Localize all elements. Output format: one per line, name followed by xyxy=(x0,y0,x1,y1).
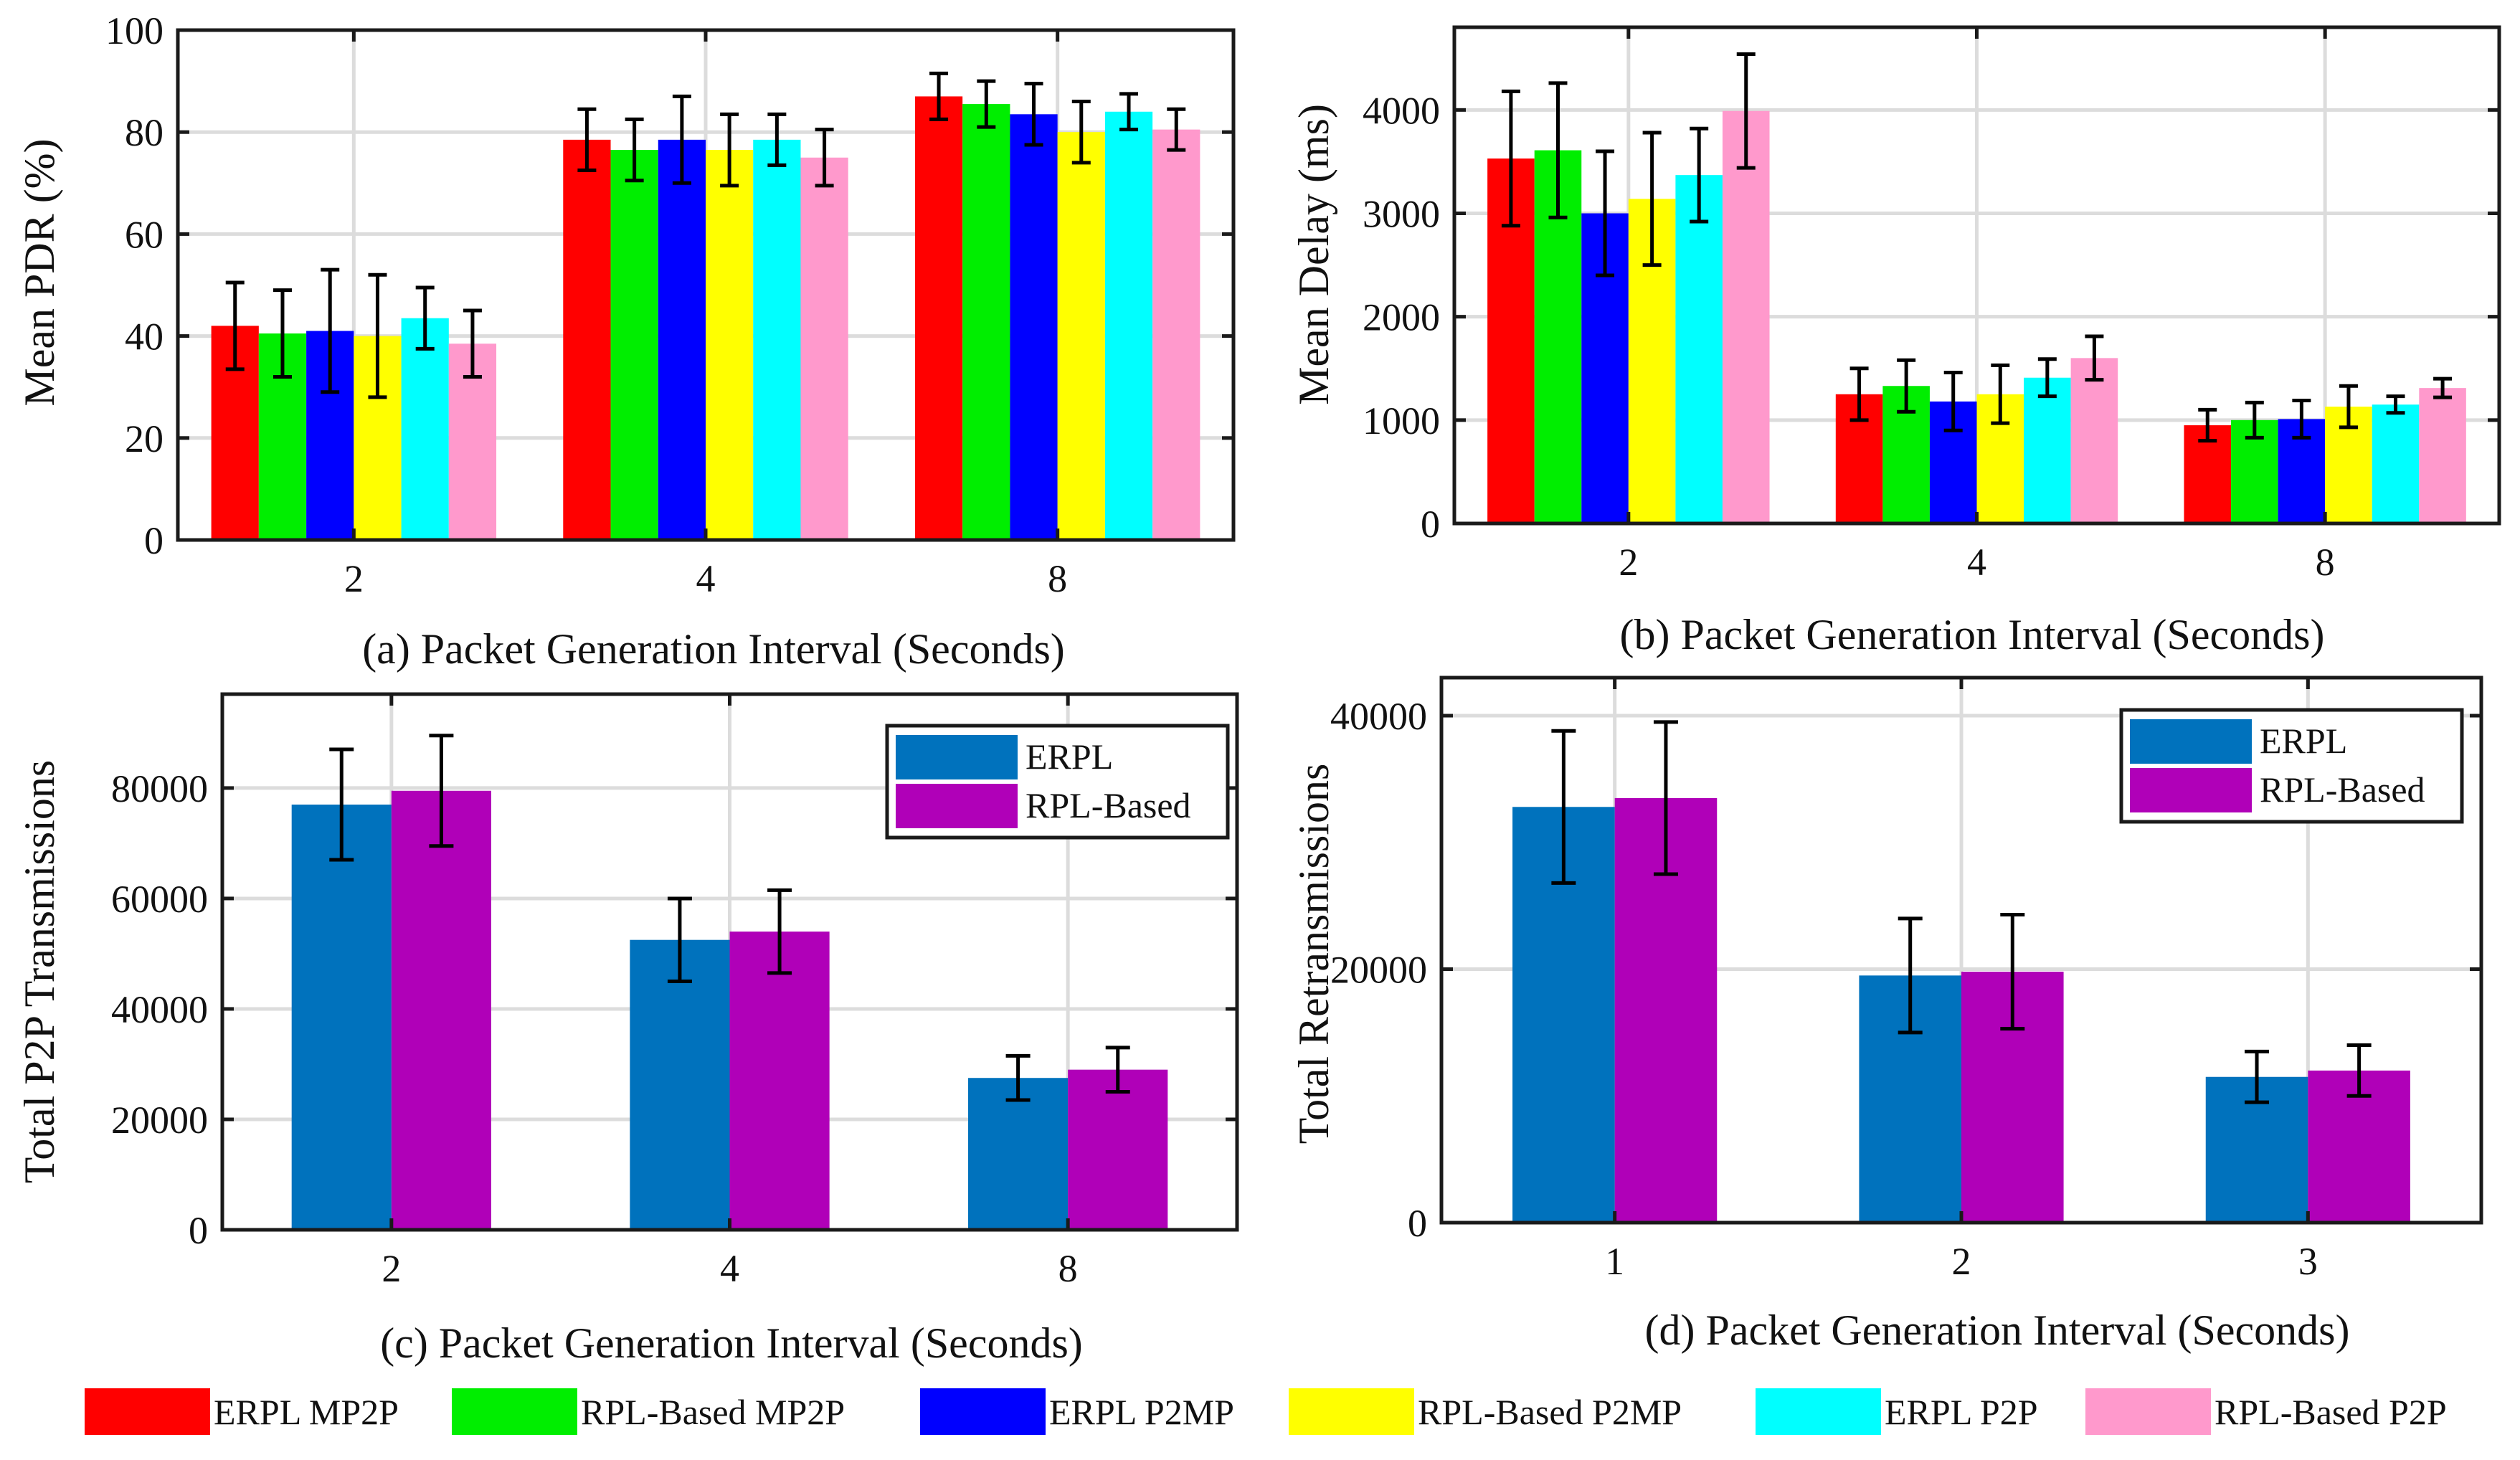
legend-label-erpl-mp2p: ERPL MP2P xyxy=(214,1392,399,1432)
chart-c-x-axis-label: (c) Packet Generation Interval (Seconds) xyxy=(380,1319,1083,1367)
legend-item-erpl-p2mp: ERPL P2MP xyxy=(920,1388,1234,1435)
chart-a-xtick-label-2: 2 xyxy=(344,557,364,600)
chart-b-xtick-label-8: 8 xyxy=(2316,541,2335,584)
chart-c-ytick-label-40000: 40000 xyxy=(111,988,208,1031)
legend-swatch-rpl-based-p2p xyxy=(2085,1388,2211,1435)
chart-a-bar-rpl-based-mp2p-8 xyxy=(962,104,1010,541)
legend-swatch-erpl-p2p xyxy=(1756,1388,1881,1435)
chart-a-y-axis-label: Mean PDR (%) xyxy=(16,138,63,406)
chart-c-bar-erpl-4 xyxy=(630,939,730,1230)
legend-swatch-rpl-based-p2mp xyxy=(1289,1388,1414,1435)
chart-d-legend-label-erpl: ERPL xyxy=(2260,721,2347,761)
chart-c-xtick-label-8: 8 xyxy=(1058,1247,1078,1290)
chart-a-ytick-label-60: 60 xyxy=(125,213,164,256)
chart-a-bar-rpl-based-p2mp-4 xyxy=(706,150,754,540)
chart-a-ytick-label-20: 20 xyxy=(125,417,164,460)
chart-a-bar-erpl-mp2p-8 xyxy=(914,96,963,540)
chart-a-ytick-label-100: 100 xyxy=(105,9,164,52)
chart-c-legend-label-rpl-based: RPL-Based xyxy=(1025,785,1191,825)
chart-b-bar-erpl-p2p-2 xyxy=(1675,175,1723,524)
chart-d-ytick-label-0: 0 xyxy=(1408,1202,1427,1245)
chart-d-legend-swatch-erpl xyxy=(2130,719,2252,764)
chart-d-x-axis-label: (d) Packet Generation Interval (Seconds) xyxy=(1645,1307,2350,1354)
legend-item-rpl-based-p2p: RPL-Based P2P xyxy=(2085,1388,2447,1435)
legend-label-erpl-p2mp: ERPL P2MP xyxy=(1049,1392,1234,1432)
chart-d-xtick-label-3: 3 xyxy=(2298,1240,2318,1283)
legend-item-erpl-mp2p: ERPL MP2P xyxy=(85,1388,399,1435)
chart-d-y-axis-label: Total Retransmissions xyxy=(1290,764,1337,1144)
shared-legend: ERPL MP2P RPL-Based MP2P ERPL P2MP RPL-B… xyxy=(85,1388,2447,1435)
chart-c-ytick-label-80000: 80000 xyxy=(111,767,208,810)
chart-a-xtick-label-4: 4 xyxy=(696,557,716,600)
chart-c-xtick-label-4: 4 xyxy=(720,1247,739,1290)
chart-a-bar-erpl-p2mp-8 xyxy=(1010,114,1058,540)
chart-d-total-retransmissions: 0 20000 40000 1 2 3 Total Retransmissions (d)… xyxy=(1290,676,2483,1354)
chart-b-bar-rpl-based-p2p-8 xyxy=(2419,388,2466,523)
chart-c-bar-rpl-based-8 xyxy=(1068,1069,1168,1230)
chart-a-bar-erpl-p2mp-4 xyxy=(658,139,706,541)
chart-c-ytick-label-20000: 20000 xyxy=(111,1099,208,1142)
chart-a-bar-rpl-based-p2p-4 xyxy=(800,157,848,540)
chart-b-ytick-label-4000: 4000 xyxy=(1363,89,1440,132)
chart-d-xtick-label-1: 1 xyxy=(1605,1240,1624,1283)
chart-b-xtick-label-2: 2 xyxy=(1619,541,1638,584)
chart-b-ytick-label-2000: 2000 xyxy=(1363,296,1440,339)
chart-b-xtick-label-4: 4 xyxy=(1967,541,1986,584)
chart-b-ytick-label-0: 0 xyxy=(1421,503,1440,546)
chart-b-bar-rpl-based-p2p-4 xyxy=(2070,358,2118,523)
chart-c-ytick-label-0: 0 xyxy=(189,1209,208,1252)
chart-a-ytick-label-40: 40 xyxy=(125,316,164,359)
chart-b-ytick-label-3000: 3000 xyxy=(1363,193,1440,236)
chart-a-bar-rpl-based-p2p-8 xyxy=(1152,129,1200,540)
chart-c-bar-rpl-based-2 xyxy=(391,790,491,1230)
chart-d-legend-swatch-rpl-based xyxy=(2130,768,2252,812)
chart-a-bar-rpl-based-p2mp-8 xyxy=(1057,132,1105,540)
legend-item-rpl-based-mp2p: RPL-Based MP2P xyxy=(452,1388,845,1435)
legend-swatch-erpl-mp2p xyxy=(85,1388,210,1435)
chart-a-ytick-label-0: 0 xyxy=(144,519,164,562)
chart-d-ytick-label-20000: 20000 xyxy=(1330,949,1427,992)
chart-b-bar-erpl-p2p-4 xyxy=(2024,377,2071,523)
chart-d-ytick-label-40000: 40000 xyxy=(1330,695,1427,738)
chart-c-total-p2p-transmissions: 0 20000 40000 60000 80000 2 4 8 Total P2P Trans… xyxy=(16,692,1239,1367)
chart-d-legend-label-rpl-based: RPL-Based xyxy=(2260,769,2425,810)
chart-b-y-axis-label: Mean Delay (ms) xyxy=(1290,104,1337,405)
legend-label-rpl-based-p2mp: RPL-Based P2MP xyxy=(1418,1392,1682,1432)
chart-d-xtick-label-2: 2 xyxy=(1952,1240,1971,1283)
legend-swatch-erpl-p2mp xyxy=(920,1388,1046,1435)
chart-a-bar-erpl-p2p-8 xyxy=(1104,111,1153,540)
chart-c-legend-swatch-rpl-based xyxy=(896,784,1018,828)
chart-c-legend-label-erpl: ERPL xyxy=(1025,736,1113,777)
chart-a-bar-erpl-p2p-2 xyxy=(401,318,449,540)
chart-a-bar-erpl-p2p-4 xyxy=(753,139,801,541)
chart-b-x-axis-label: (b) Packet Generation Interval (Seconds) xyxy=(1620,611,2325,658)
chart-b-mean-delay: 0 1000 2000 3000 4000 2 4 8 Mean Delay (ms) (b)… xyxy=(1290,25,2501,658)
chart-c-bar-rpl-based-4 xyxy=(729,932,830,1230)
chart-a-ytick-label-80: 80 xyxy=(125,111,164,154)
chart-b-ytick-label-1000: 1000 xyxy=(1363,399,1440,442)
chart-c-legend: ERPL RPL-Based xyxy=(885,724,1230,840)
chart-a-bar-erpl-mp2p-4 xyxy=(563,139,611,541)
chart-c-xtick-label-2: 2 xyxy=(382,1247,401,1290)
legend-item-erpl-p2p: ERPL P2P xyxy=(1756,1388,2038,1435)
chart-a-bar-rpl-based-mp2p-4 xyxy=(610,150,658,540)
chart-a-xtick-label-8: 8 xyxy=(1048,557,1067,600)
chart-a-mean-pdr: 0 20 40 60 80 100 2 4 8 Mean PDR (%) (a) Packet … xyxy=(16,9,1236,673)
legend-item-rpl-based-p2mp: RPL-Based P2MP xyxy=(1289,1388,1682,1435)
legend-swatch-rpl-based-mp2p xyxy=(452,1388,577,1435)
chart-c-ytick-label-60000: 60000 xyxy=(111,878,208,921)
chart-c-bar-erpl-2 xyxy=(291,805,392,1230)
legend-label-rpl-based-mp2p: RPL-Based MP2P xyxy=(581,1392,845,1432)
chart-a-x-axis-label: (a) Packet Generation Interval (Seconds) xyxy=(362,625,1065,673)
legend-label-rpl-based-p2p: RPL-Based P2P xyxy=(2215,1392,2447,1432)
chart-c-y-axis-label: Total P2P Transmissions xyxy=(16,760,63,1183)
chart-c-bar-erpl-8 xyxy=(968,1078,1069,1230)
legend-label-erpl-p2p: ERPL P2P xyxy=(1885,1392,2038,1432)
chart-c-legend-swatch-erpl xyxy=(896,735,1018,779)
chart-b-bar-erpl-p2p-8 xyxy=(2372,404,2420,523)
chart-b-bar-rpl-based-p2p-2 xyxy=(1722,110,1770,523)
chart-d-legend: ERPL RPL-Based xyxy=(2119,708,2464,824)
